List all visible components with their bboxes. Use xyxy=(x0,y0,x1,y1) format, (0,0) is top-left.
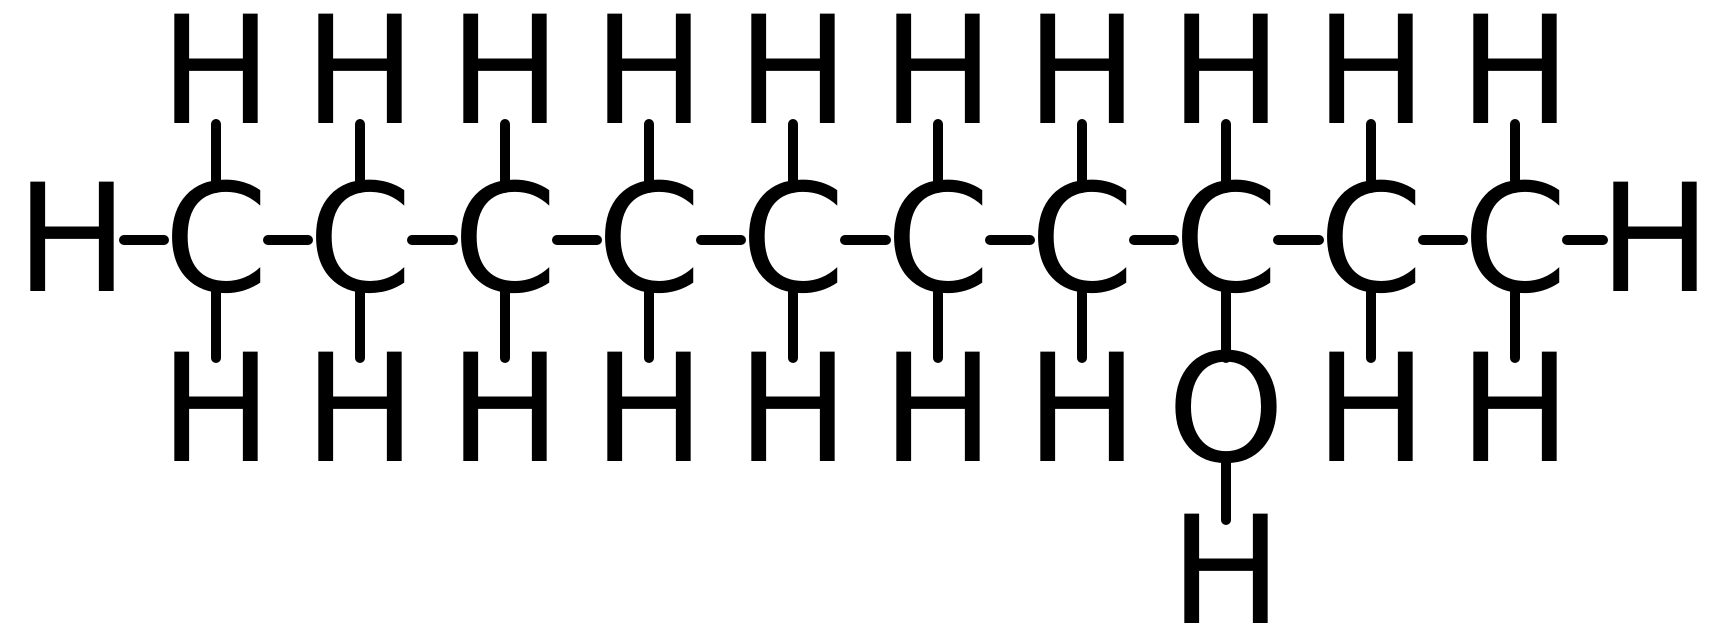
atom-h-bot-1: H xyxy=(160,323,273,497)
atom-c1: C xyxy=(164,153,269,327)
atom-h-top-10: H xyxy=(1459,0,1572,159)
atom-c7: C xyxy=(1030,153,1135,327)
atom-h-bot-5: H xyxy=(737,323,850,497)
atom-h-bot-6: H xyxy=(882,323,995,497)
atom-c5: C xyxy=(741,153,846,327)
atom-h-bot-2: H xyxy=(304,323,417,497)
atom-h-top-2: H xyxy=(304,0,417,159)
atom-c10: C xyxy=(1463,153,1568,327)
atom-c3: C xyxy=(453,153,558,327)
atom-h-top-4: H xyxy=(593,0,706,159)
atom-h-top-3: H xyxy=(449,0,562,159)
atom-h-bot-10: H xyxy=(1459,323,1572,497)
atom-layer: H C C C C C C C C C C HH H H H H H H H H HH H H H H H H O H HH xyxy=(16,0,1712,640)
atom-h-top-7: H xyxy=(1026,0,1139,159)
atom-h-hydroxyl: H xyxy=(1170,485,1283,640)
atom-c9: C xyxy=(1319,153,1424,327)
atom-h-top-9: H xyxy=(1315,0,1428,159)
atom-h-top-6: H xyxy=(882,0,995,159)
atom-h-top-8: H xyxy=(1170,0,1283,159)
atom-h-top-5: H xyxy=(737,0,850,159)
atom-c2: C xyxy=(308,153,413,327)
atom-h-bot-9: H xyxy=(1315,323,1428,497)
atom-c4: C xyxy=(597,153,702,327)
atom-h-bot-4: H xyxy=(593,323,706,497)
atom-h-right: H xyxy=(1599,153,1712,327)
bond-layer xyxy=(119,119,1608,525)
atom-c8: C xyxy=(1174,153,1279,327)
atom-h-bot-3: H xyxy=(449,323,562,497)
atom-h-left: H xyxy=(16,153,129,327)
atom-h-bot-7: H xyxy=(1026,323,1139,497)
atom-c6: C xyxy=(886,153,991,327)
atom-o8: O xyxy=(1167,323,1285,497)
atom-h-top-1: H xyxy=(160,0,273,159)
